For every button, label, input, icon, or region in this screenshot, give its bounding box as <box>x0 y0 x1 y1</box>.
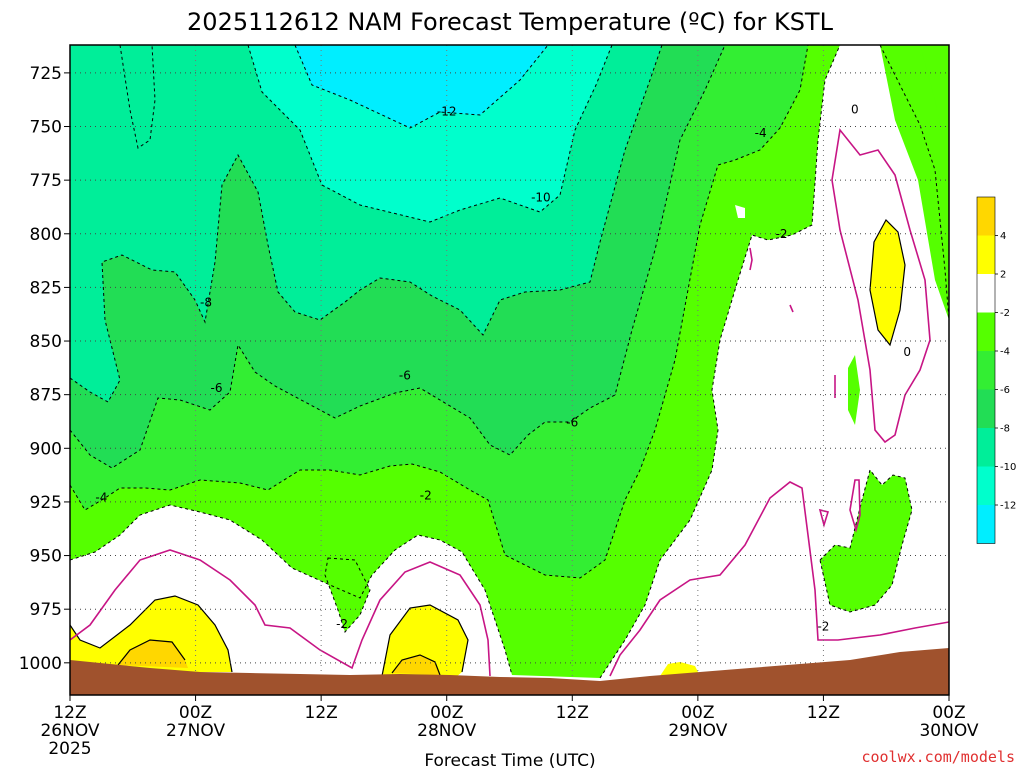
y-tick-label: 800 <box>30 225 62 245</box>
contour-label: -2 <box>420 488 432 502</box>
band-minus4-to-minus2 <box>880 45 949 320</box>
contour-label: -2 <box>336 617 348 631</box>
y-tick-label: 875 <box>30 386 62 406</box>
contour-label: -6 <box>566 416 578 430</box>
temperature-field: -12 -10 -8 -6 -6 -6 -4 -4 -2 -2 -2 -2 0 0 <box>70 45 949 695</box>
y-tick-label: 975 <box>30 600 62 620</box>
colorbar-label: 2 <box>1000 270 1006 281</box>
band-plus2-to-plus4 <box>870 220 905 345</box>
colorbar-label: -4 <box>1000 347 1010 358</box>
x-tick-label: 12Z <box>53 703 86 723</box>
y-tick-label: 900 <box>30 439 62 459</box>
band-minus2-to-plus2 <box>735 205 745 218</box>
y-tick-label: 825 <box>30 278 62 298</box>
colorbar-segment <box>977 389 995 428</box>
band-minus4-to-minus2 <box>848 355 860 425</box>
band-minus2-to-plus2 <box>70 45 949 695</box>
y-tick-label: 775 <box>30 171 62 191</box>
band-minus14-to-minus12 <box>295 45 548 128</box>
x-tick-label: 12Z <box>305 703 338 723</box>
colorbar-label: -10 <box>1000 462 1016 473</box>
x-tick-label: 12Z <box>556 703 589 723</box>
x-tick-label: 30NOV <box>919 721 978 741</box>
x-tick-label: 27NOV <box>166 721 225 741</box>
x-tick-label: 28NOV <box>417 721 476 741</box>
contour-label: -6 <box>399 368 411 382</box>
contour-label: -4 <box>755 126 767 140</box>
colorbar-label: -2 <box>1000 308 1010 319</box>
contour-label: -4 <box>95 491 107 505</box>
x-tick-label: 12Z <box>807 703 840 723</box>
x-tick-label: 00Z <box>681 703 714 723</box>
contour-label: -2 <box>817 619 829 633</box>
band-plus4-to-plus6 <box>118 640 188 668</box>
band-minus4-to-minus2 <box>325 558 370 632</box>
y-tick-label: 950 <box>30 547 62 567</box>
colorbar-segment <box>977 351 995 390</box>
x-tick-label: 00Z <box>179 703 212 723</box>
y-tick-label: 1000 <box>19 654 62 674</box>
colorbar-label: -12 <box>1000 501 1016 512</box>
colorbar-label: 4 <box>1000 231 1006 242</box>
plot-frame <box>69 44 950 696</box>
contour-label: -2 <box>776 227 788 241</box>
y-tick-label: 850 <box>30 332 62 352</box>
contour-label: -6 <box>211 381 223 395</box>
x-tick-label: 00Z <box>932 703 965 723</box>
x-tick-label: 29NOV <box>668 721 727 741</box>
contour-label: -12 <box>437 105 457 119</box>
contour-label: 0 <box>851 102 859 116</box>
contour-label: 0 <box>903 345 911 359</box>
y-tick-label: 925 <box>30 493 62 513</box>
colorbar-segment <box>977 312 995 351</box>
isotherms-positive <box>70 219 906 677</box>
contour-label: -10 <box>531 190 551 204</box>
x-tick-label: 2025 <box>48 739 91 759</box>
colorbar: 4 2 -2 -4 -6 -8 -10 -12 <box>976 196 1016 544</box>
chart-title: 2025112612 NAM Forecast Temperature (ºC)… <box>187 8 834 36</box>
y-tick-label: 750 <box>30 118 62 138</box>
colorbar-label: -6 <box>1000 385 1010 396</box>
colorbar-segment <box>977 197 995 236</box>
band-plus2-to-plus4 <box>660 662 700 676</box>
colorbar-segment <box>977 428 995 467</box>
ground-terrain <box>70 648 949 695</box>
grid <box>70 45 949 695</box>
band-plus2-to-plus4 <box>70 596 232 672</box>
colorbar-segment <box>977 505 995 544</box>
x-tick-label: 26NOV <box>40 721 99 741</box>
y-axis: 725 750 775 800 825 850 875 900 925 950 975 1000 <box>19 64 70 674</box>
band-minus4-to-minus2 <box>820 470 912 612</box>
x-axis-label: Forecast Time (UTC) <box>424 751 595 768</box>
contour-labels: -12 -10 -8 -6 -6 -6 -4 -4 -2 -2 -2 -2 0 0 <box>95 102 911 633</box>
isotherms-negative <box>70 45 949 679</box>
x-tick-label: 00Z <box>430 703 463 723</box>
colorbar-segment <box>977 274 995 313</box>
credit-text[interactable]: coolwx.com/models <box>861 748 1015 766</box>
colorbar-frame <box>976 196 996 544</box>
colorbar-segment <box>977 235 995 274</box>
contour-label: -8 <box>200 295 212 309</box>
colorbar-segment <box>977 466 995 505</box>
colorbar-label: -8 <box>1000 424 1010 435</box>
y-tick-label: 725 <box>30 64 62 84</box>
